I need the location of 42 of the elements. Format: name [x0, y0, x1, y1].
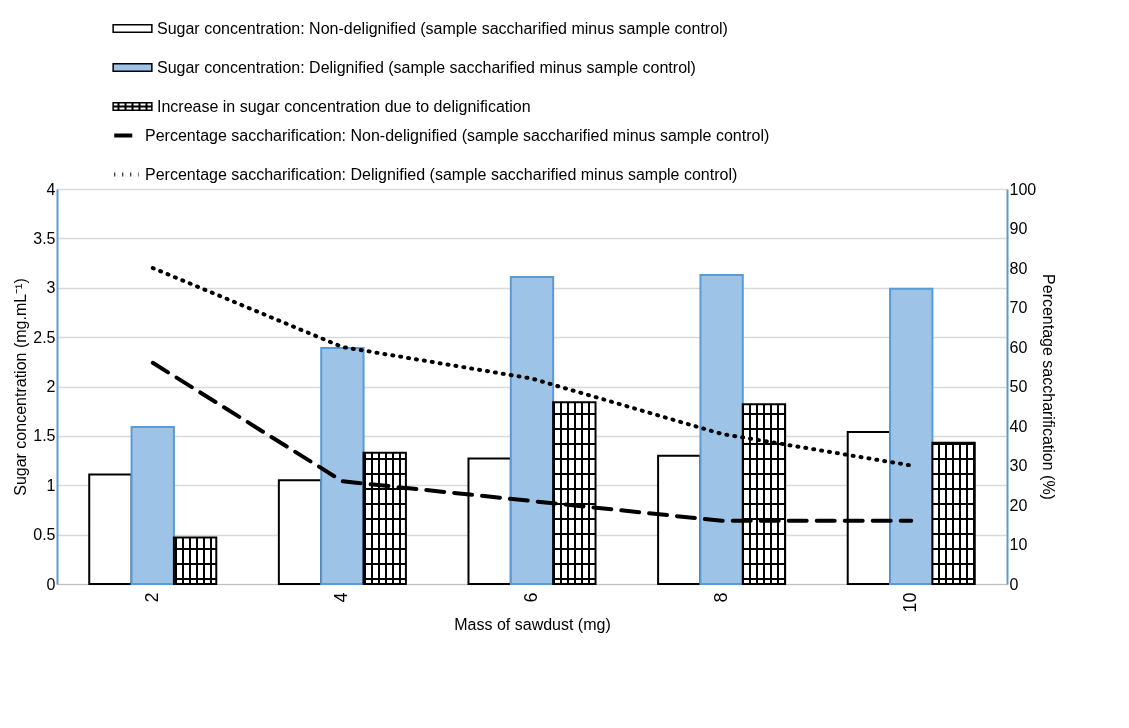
y2-tick-label: 100: [1009, 180, 1037, 198]
bar: [277, 479, 323, 585]
y2-tick-label: 0: [1009, 575, 1019, 593]
legend-label: Percentage saccharification: Delignified (sample saccharified minus sample control): [145, 165, 738, 183]
legend-label: Percentage saccharification: Non-delignified (sample saccharified minus sample control): [145, 126, 770, 144]
y-tick-label: 2.5: [33, 328, 56, 346]
y-axis-title: Sugar concentration (mg.mL⁻¹): [12, 278, 30, 496]
y2-tick-label: 60: [1009, 338, 1028, 356]
x-tick-label: 10: [900, 592, 921, 613]
y2-tick-label: 10: [1009, 536, 1028, 553]
y2-tick-label: 80: [1009, 259, 1028, 277]
y2-axis-title: Percentage saccharification (%): [1040, 274, 1058, 500]
bar: [699, 273, 744, 585]
y2-tick-label: 90: [1009, 220, 1028, 237]
legend-label: Sugar concentration: Delignified (sample saccharified minus sample control): [157, 58, 696, 76]
y2-tick-label: 20: [1009, 496, 1028, 514]
x-tick-label: 2: [141, 592, 162, 603]
y-tick-label: 1: [46, 476, 56, 494]
bar: [889, 287, 934, 585]
bar: [931, 441, 976, 585]
y-tick-label: 3.5: [33, 229, 56, 247]
y-tick-label: 0: [46, 575, 56, 593]
bar: [509, 275, 555, 585]
y2-tick-label: 40: [1009, 417, 1028, 435]
legend-label: Sugar concentration: Non-delignified (sample saccharified minus sample control): [157, 19, 728, 37]
legend-label: Increase in sugar concentration due to delignification: [157, 97, 531, 115]
y2-tick-label: 30: [1009, 457, 1028, 474]
y-tick-label: 4: [46, 180, 56, 198]
x-tick-label: 6: [521, 592, 541, 603]
y2-tick-label: 50: [1009, 378, 1028, 395]
bar: [130, 425, 175, 585]
bar: [320, 346, 365, 585]
bar: [172, 536, 218, 585]
y-tick-label: 0.5: [33, 526, 56, 544]
x-tick-label: 4: [331, 592, 352, 603]
y-tick-label: 2: [46, 378, 56, 395]
x-tick-label: 8: [710, 592, 731, 603]
bar: [88, 473, 133, 585]
x-axis-title: Mass of sawdust (mg): [454, 615, 611, 633]
y-tick-label: 3: [46, 279, 56, 297]
y-tick-label: 1.5: [33, 427, 56, 445]
y2-tick-label: 70: [1009, 299, 1028, 316]
